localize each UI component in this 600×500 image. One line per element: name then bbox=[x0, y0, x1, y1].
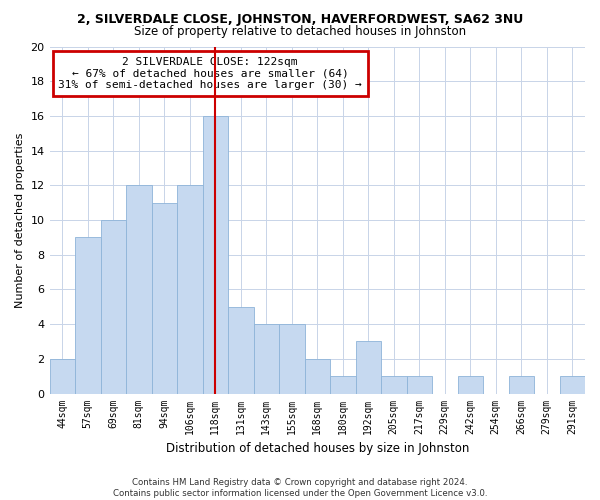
Bar bbox=[279, 324, 305, 394]
Bar bbox=[177, 186, 203, 394]
Y-axis label: Number of detached properties: Number of detached properties bbox=[15, 132, 25, 308]
Bar bbox=[560, 376, 585, 394]
Bar bbox=[254, 324, 279, 394]
Bar bbox=[50, 359, 75, 394]
Text: Contains HM Land Registry data © Crown copyright and database right 2024.
Contai: Contains HM Land Registry data © Crown c… bbox=[113, 478, 487, 498]
Bar bbox=[152, 202, 177, 394]
Text: Size of property relative to detached houses in Johnston: Size of property relative to detached ho… bbox=[134, 25, 466, 38]
Bar bbox=[330, 376, 356, 394]
Bar bbox=[509, 376, 534, 394]
Bar bbox=[126, 186, 152, 394]
Bar bbox=[381, 376, 407, 394]
Bar bbox=[228, 307, 254, 394]
Bar bbox=[305, 359, 330, 394]
X-axis label: Distribution of detached houses by size in Johnston: Distribution of detached houses by size … bbox=[166, 442, 469, 455]
Bar bbox=[356, 342, 381, 394]
Bar bbox=[458, 376, 483, 394]
Text: 2 SILVERDALE CLOSE: 122sqm
← 67% of detached houses are smaller (64)
31% of semi: 2 SILVERDALE CLOSE: 122sqm ← 67% of deta… bbox=[58, 57, 362, 90]
Bar bbox=[407, 376, 432, 394]
Bar bbox=[203, 116, 228, 394]
Bar bbox=[75, 238, 101, 394]
Text: 2, SILVERDALE CLOSE, JOHNSTON, HAVERFORDWEST, SA62 3NU: 2, SILVERDALE CLOSE, JOHNSTON, HAVERFORD… bbox=[77, 12, 523, 26]
Bar bbox=[101, 220, 126, 394]
